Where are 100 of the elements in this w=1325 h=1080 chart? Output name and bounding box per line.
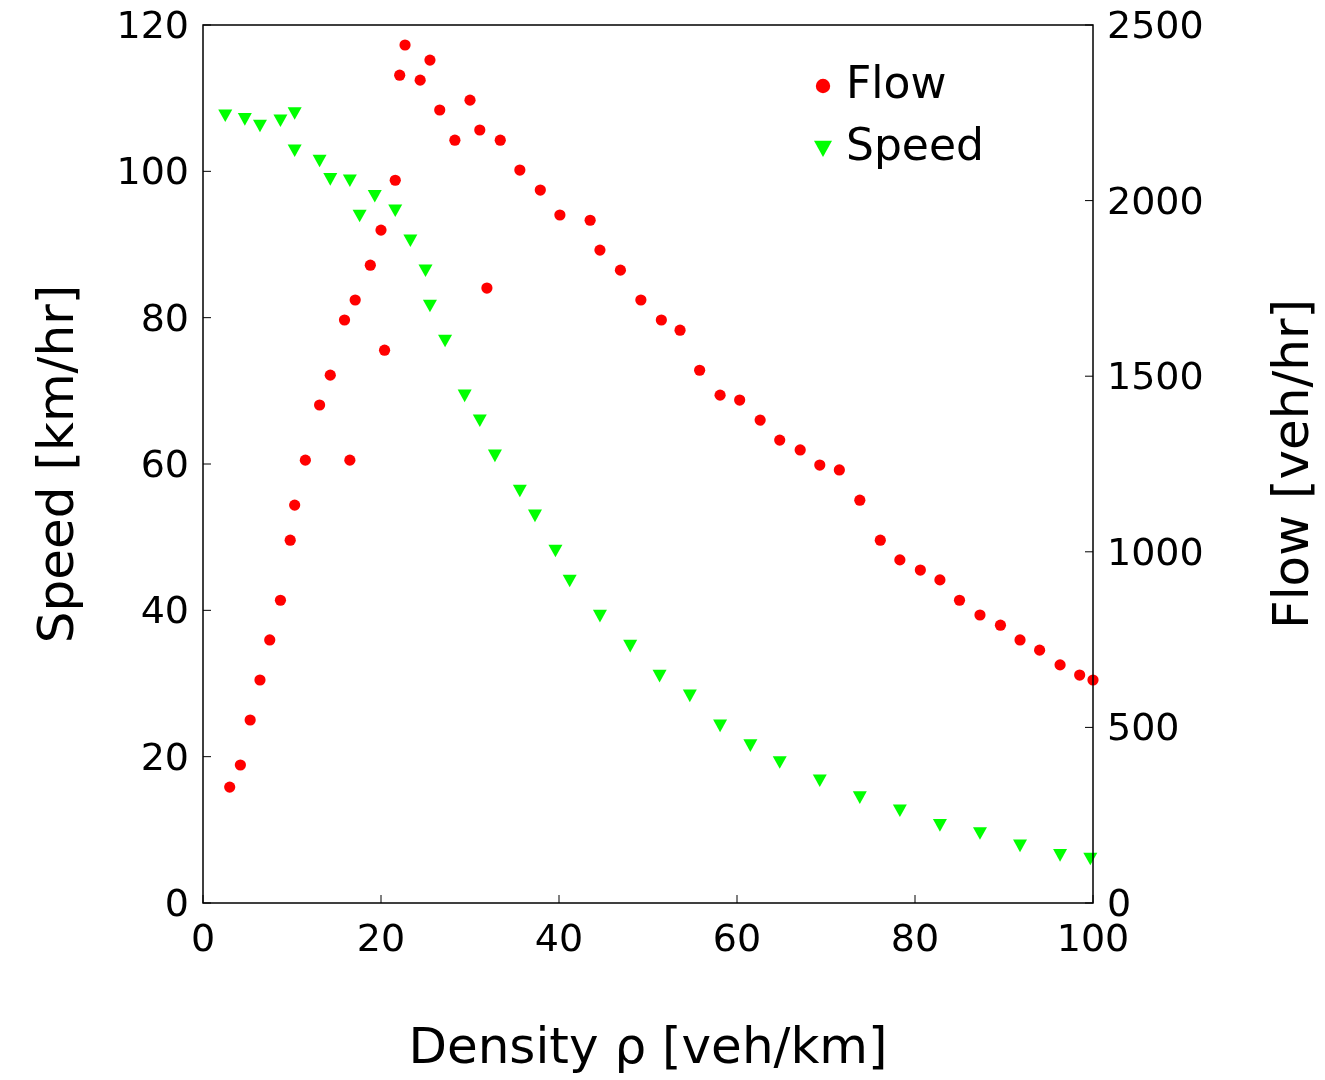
point — [852, 791, 867, 804]
point — [594, 244, 606, 256]
point — [874, 534, 886, 546]
point — [794, 444, 806, 456]
point — [313, 399, 326, 411]
point — [287, 107, 302, 120]
point — [389, 174, 401, 186]
point — [375, 224, 387, 236]
point — [418, 264, 433, 278]
point — [487, 449, 502, 463]
point — [655, 314, 667, 326]
point — [674, 324, 686, 336]
point — [254, 674, 266, 686]
point — [264, 634, 276, 646]
point — [527, 509, 542, 523]
point — [854, 494, 866, 506]
point — [403, 234, 418, 248]
x-tick-label: 100 — [1056, 916, 1130, 960]
y-tick-label: 20 — [140, 734, 189, 779]
x-tick-label: 80 — [890, 916, 940, 960]
point — [349, 294, 361, 306]
point — [514, 164, 526, 176]
point — [623, 639, 638, 653]
point — [481, 282, 493, 294]
point — [324, 369, 336, 381]
point — [474, 124, 486, 136]
point — [1014, 634, 1026, 646]
point — [434, 104, 446, 116]
point — [743, 739, 758, 752]
point — [635, 294, 647, 306]
point — [287, 144, 302, 158]
x-axis-title: Density ρ [veh/km] — [408, 1017, 888, 1075]
y-tick-label: 100 — [116, 149, 189, 194]
x-tick-label: 0 — [190, 916, 216, 960]
y-tick-label: 0 — [164, 881, 189, 925]
y2-axis-title: Flow [veh/hr] — [1262, 298, 1320, 630]
point — [237, 113, 252, 126]
point — [312, 154, 327, 168]
point — [367, 189, 382, 203]
y2-tick-label: 2500 — [1107, 3, 1204, 47]
point — [614, 264, 627, 276]
point — [994, 619, 1007, 631]
point — [274, 594, 287, 606]
point — [592, 609, 607, 623]
point — [438, 334, 453, 348]
point — [894, 554, 906, 566]
point — [512, 484, 527, 498]
y-tick-label: 120 — [116, 3, 189, 47]
point — [472, 414, 487, 428]
x-tick-label: 20 — [356, 916, 406, 960]
point — [734, 394, 746, 406]
point — [352, 209, 367, 223]
point — [774, 434, 786, 446]
point — [548, 544, 563, 558]
legend-label: Speed — [846, 119, 984, 170]
point — [422, 299, 437, 313]
point — [814, 459, 826, 471]
point — [682, 689, 697, 703]
y2-tick-label: 1500 — [1107, 354, 1204, 399]
point — [399, 39, 411, 51]
y2-tick-label: 1000 — [1107, 529, 1204, 574]
y2-tick-label: 2000 — [1107, 178, 1204, 223]
point — [449, 134, 461, 146]
point — [457, 389, 472, 403]
point — [1053, 849, 1068, 862]
point — [414, 74, 426, 86]
point — [394, 69, 406, 81]
point — [953, 594, 966, 606]
y-tick-label: 80 — [140, 295, 189, 340]
point — [378, 344, 391, 356]
point — [562, 574, 577, 588]
point — [1054, 659, 1066, 671]
point — [652, 669, 667, 683]
point — [534, 184, 546, 196]
point — [934, 574, 946, 586]
point — [284, 534, 296, 546]
point — [323, 173, 338, 186]
legend-label: Flow — [846, 57, 947, 108]
point — [244, 714, 256, 726]
point — [494, 134, 506, 146]
point — [388, 204, 403, 218]
point — [694, 364, 706, 376]
point — [424, 54, 436, 66]
y-axis-title: Speed [km/hr] — [27, 284, 85, 644]
point — [892, 804, 907, 818]
point — [1013, 839, 1028, 853]
point — [584, 214, 596, 226]
point — [1034, 644, 1046, 656]
point — [342, 174, 357, 188]
point — [772, 756, 787, 769]
point — [812, 774, 827, 788]
point — [1074, 669, 1086, 681]
point — [252, 119, 267, 133]
point — [974, 609, 986, 621]
point — [932, 819, 947, 832]
x-tick-label: 60 — [712, 916, 762, 960]
point — [833, 464, 845, 476]
point — [273, 114, 288, 128]
point — [338, 314, 351, 326]
point — [464, 94, 476, 106]
